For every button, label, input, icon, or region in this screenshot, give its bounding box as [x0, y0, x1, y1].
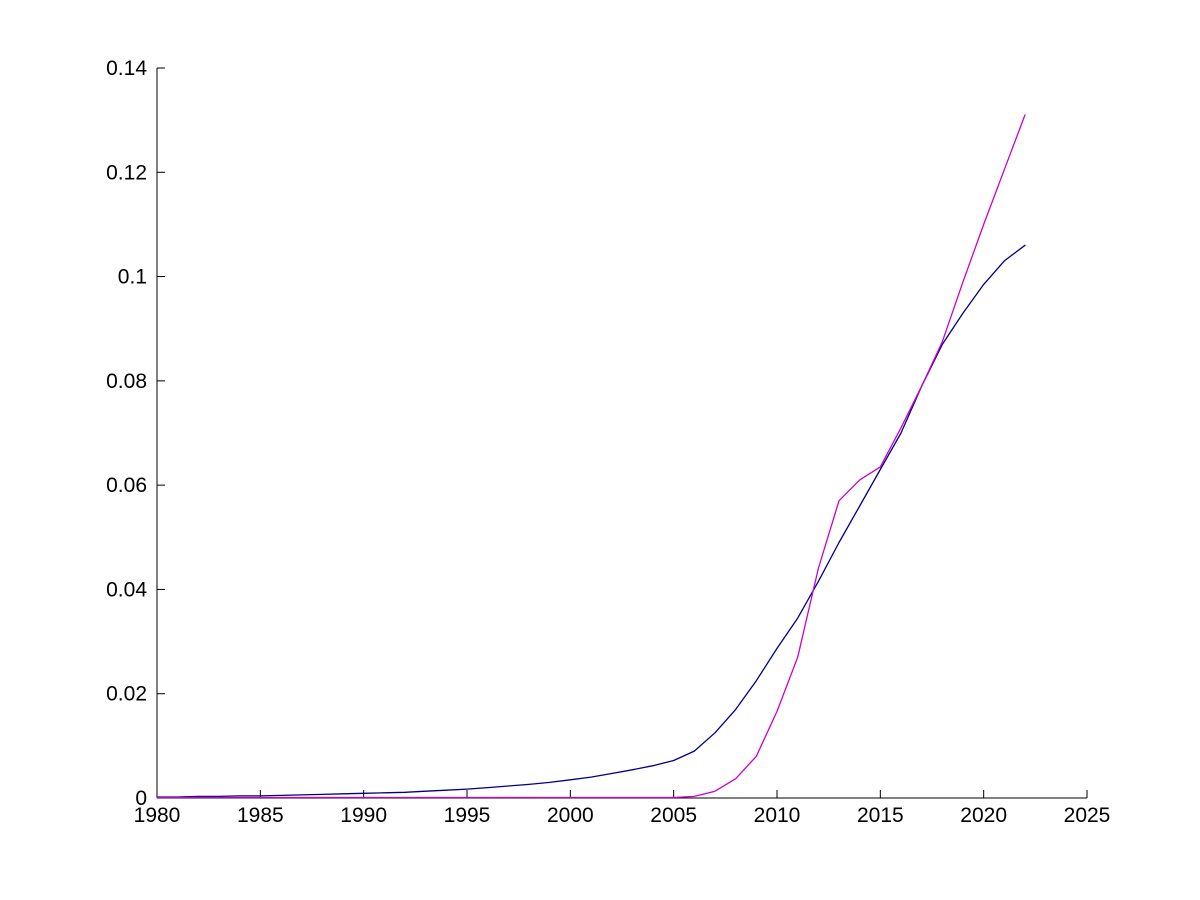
- magenta-curve-line: [156, 114, 1026, 799]
- y-tick-label: 0.14: [106, 57, 147, 80]
- x-tick-label: 2020: [960, 804, 1007, 827]
- tick-marks: [156, 67, 1088, 799]
- data-series: [156, 114, 1026, 799]
- x-tick-label: 1980: [134, 804, 181, 827]
- y-tick-label: 0.1: [118, 266, 147, 289]
- x-tick-label: 2015: [857, 804, 904, 827]
- x-tick-label: 2025: [1064, 804, 1111, 827]
- y-tick-label: 0.06: [106, 474, 147, 497]
- x-tick-label: 2005: [650, 804, 697, 827]
- y-tick-label: 0.04: [106, 578, 147, 601]
- y-tick-label: 0.12: [106, 161, 147, 184]
- x-tick-label: 1985: [237, 804, 284, 827]
- y-tick-label: 0.08: [106, 370, 147, 393]
- y-tick-label: 0.02: [106, 683, 147, 706]
- y-tick-label: 0: [135, 787, 147, 810]
- blue-smooth-curve-line: [156, 244, 1026, 798]
- x-tick-label: 2010: [754, 804, 801, 827]
- x-tick-label: 2000: [547, 804, 594, 827]
- tick-labels: 1980 1985 1990 1995 2000 2005 2010 2015 2020 2025…: [106, 57, 1110, 827]
- x-tick-label: 1990: [340, 804, 387, 827]
- axes: [156, 68, 1087, 799]
- x-tick-label: 1995: [444, 804, 491, 827]
